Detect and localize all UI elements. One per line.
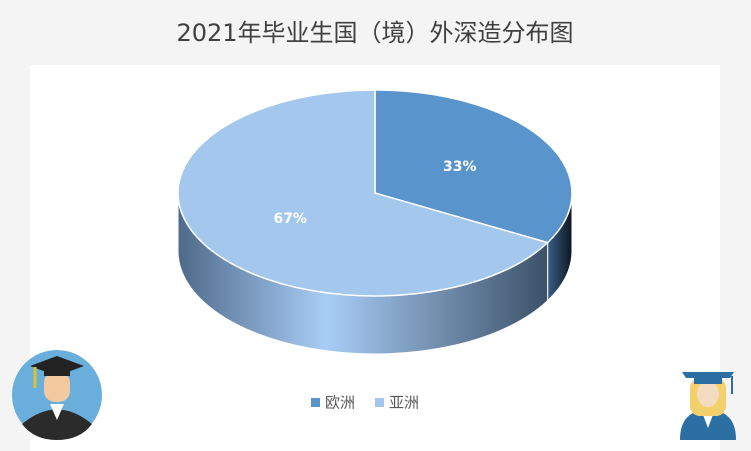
legend-swatch bbox=[375, 398, 384, 407]
legend: 欧洲 亚洲 bbox=[311, 394, 419, 412]
pie-slice bbox=[177, 89, 550, 297]
graduate-icon bbox=[680, 372, 736, 440]
graduate-icon bbox=[12, 350, 102, 440]
chart-title: 2021年毕业生国（境）外深造分布图 bbox=[176, 19, 573, 47]
pie: 33% 67% bbox=[177, 89, 573, 355]
data-label: 67% bbox=[273, 211, 307, 227]
pie-slice bbox=[374, 89, 573, 244]
legend-swatch bbox=[311, 398, 320, 407]
legend-label: 欧洲 bbox=[325, 394, 355, 412]
data-label: 33% bbox=[443, 159, 477, 175]
legend-label: 亚洲 bbox=[389, 394, 419, 412]
